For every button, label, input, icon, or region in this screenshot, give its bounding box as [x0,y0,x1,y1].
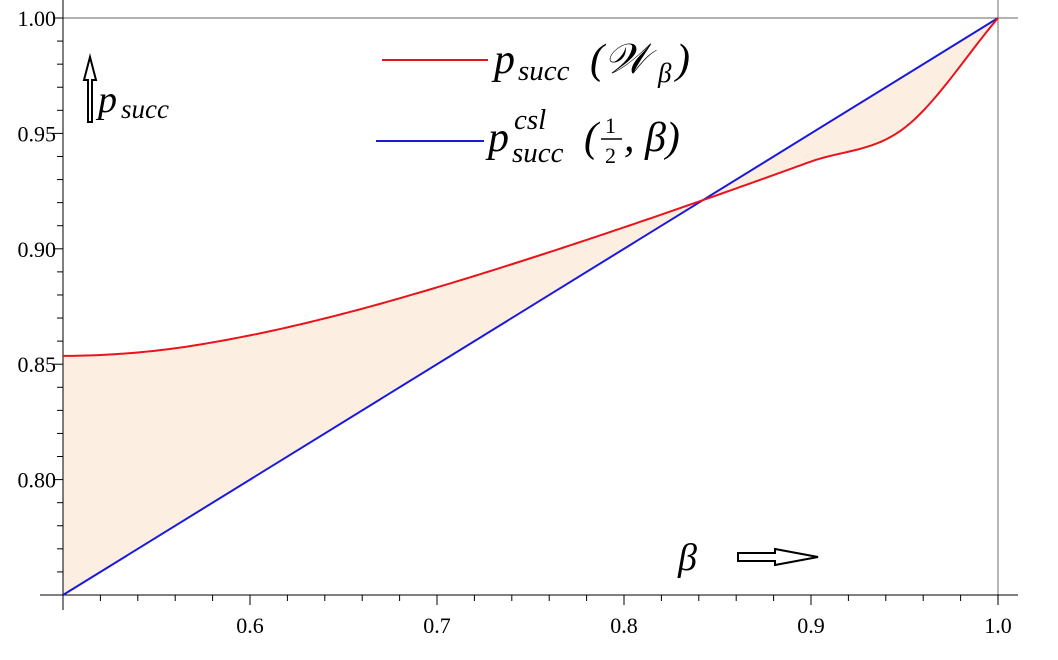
series-lines [62,17,999,596]
legend-blue-frac-den: 2 [605,143,616,168]
up-arrow-icon [82,53,98,123]
legend-blue-sub: succ [512,137,564,169]
y-tick-label: 0.80 [18,468,57,493]
legend-red-base: p [491,37,515,83]
y-axis-label-main: p [95,79,117,121]
y-tick-label: 0.85 [18,352,57,377]
legend-entry-red: p succ (𝒲 β ) [382,37,690,88]
x-tick-label: 0.7 [423,613,451,638]
x-axis-label-text: β [677,537,697,579]
legend-red-sub: succ [518,55,570,87]
x-tick-label: 1.0 [984,613,1012,638]
y-tick-label: 0.90 [18,237,57,262]
x-tick-label: 0.8 [610,613,638,638]
legend: p succ (𝒲 β ) p csl succ ( 1 2 , β) [376,37,690,169]
y-axis-label: p succ [82,53,169,124]
series-line-red [62,17,999,357]
legend-red-arg: (𝒲 [590,37,657,83]
legend-blue-rest: , β) [624,115,680,161]
right-arrow-icon [737,547,819,567]
x-axis-label: β [677,537,819,579]
legend-blue-sup: csl [514,104,546,136]
legend-entry-blue: p csl succ ( 1 2 , β) [376,104,680,169]
legend-red-close: ) [674,37,690,83]
legend-red-arg-sub: β [657,58,672,88]
legend-blue-base: p [485,115,509,161]
legend-blue-frac-num: 1 [605,113,616,138]
plot-frame [63,0,1018,600]
x-tick-label: 0.6 [236,613,264,638]
legend-blue-open: ( [584,115,601,161]
series-line-blue [62,17,999,596]
y-tick-label: 1.00 [18,6,57,31]
y-axis-label-sub: succ [121,94,169,124]
y-tick-label: 0.95 [18,121,57,146]
axes: 0.6 0.7 0.8 0.9 1.0 0.80 0.85 0.90 0.95 1.00 [18,0,1018,638]
x-tick-label: 0.9 [797,613,825,638]
